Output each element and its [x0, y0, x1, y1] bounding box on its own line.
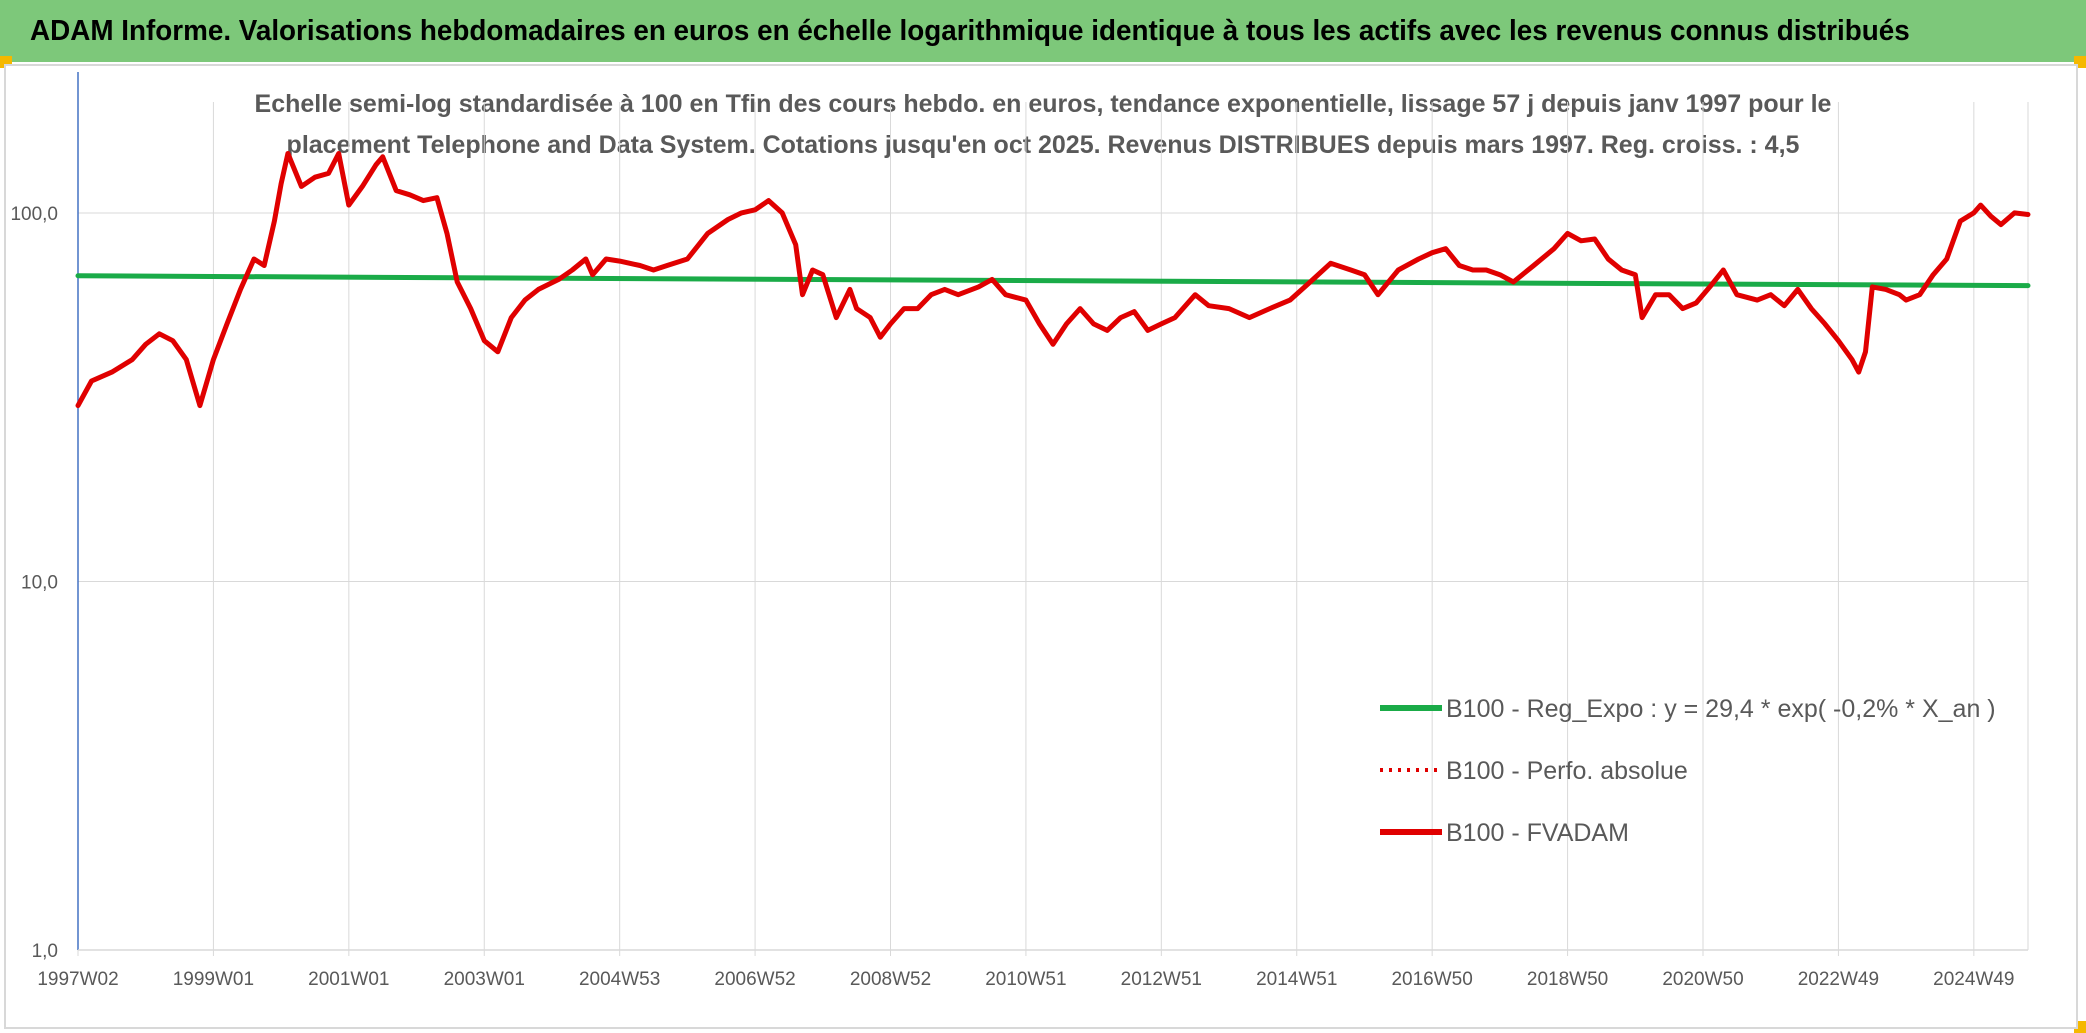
x-tick-label: 2022W49 [1798, 969, 1879, 990]
y-tick-label: 100,0 [10, 204, 58, 225]
y-tick-label: 1,0 [32, 941, 58, 962]
x-tick-label: 1997W02 [37, 969, 118, 990]
x-tick-label: 1999W01 [173, 969, 254, 990]
chart-title-line-1: Echelle semi-log standardisée à 100 en T… [254, 90, 1832, 118]
x-tick-label: 2012W51 [1121, 969, 1202, 990]
x-tick-label: 2018W50 [1527, 969, 1608, 990]
series-line-2 [75, 151, 2031, 409]
x-tick-label: 2006W52 [714, 969, 795, 990]
report-banner: ADAM Informe. Valorisations hebdomadaire… [0, 0, 2086, 62]
x-tick-label: 2001W01 [308, 969, 389, 990]
legend-label-0: B100 - Reg_Expo : y = 29,4 * exp( -0,2% … [1446, 695, 1996, 723]
x-tick-label: 2004W53 [579, 969, 660, 990]
x-tick-label: 2010W51 [985, 969, 1066, 990]
chart-frame [4, 64, 2078, 1029]
legend-label-1: B100 - Perfo. absolue [1446, 757, 1688, 785]
chart-title-line-2: placement Telephone and Data System. Cot… [286, 131, 1800, 159]
x-tick-label: 2003W01 [444, 969, 525, 990]
report-title: ADAM Informe. Valorisations hebdomadaire… [30, 14, 1910, 47]
series-line-0 [75, 273, 2031, 289]
x-tick-label: 2024W49 [1933, 969, 2014, 990]
x-tick-label: 2008W52 [850, 969, 931, 990]
legend-label-2: B100 - FVADAM [1446, 819, 1629, 847]
chart-title: Echelle semi-log standardisée à 100 en T… [180, 84, 1906, 166]
y-tick-label: 10,0 [21, 572, 58, 593]
x-tick-label: 2020W50 [1662, 969, 1743, 990]
x-tick-label: 2016W50 [1391, 969, 1472, 990]
x-tick-label: 2014W51 [1256, 969, 1337, 990]
